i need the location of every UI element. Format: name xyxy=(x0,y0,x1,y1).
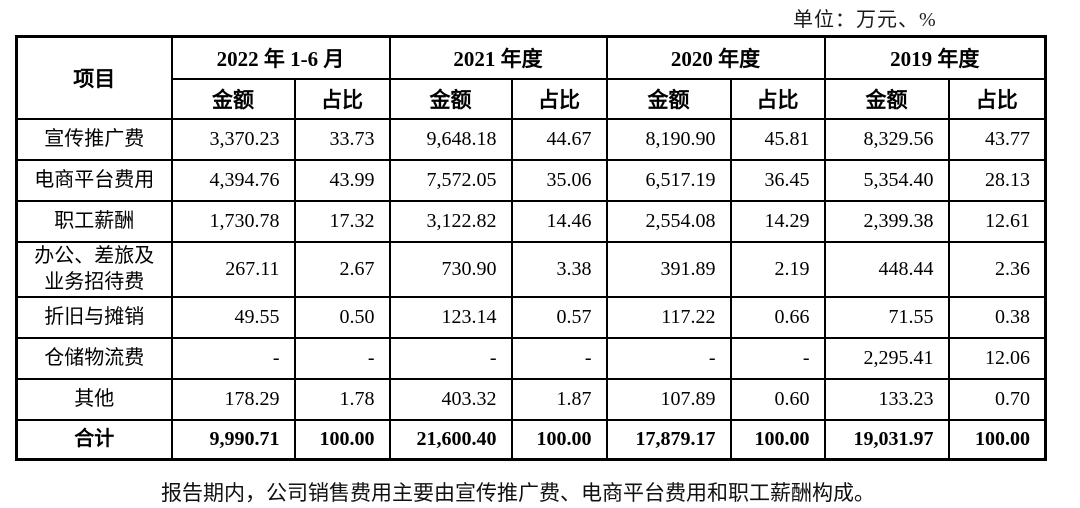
amount-cell: 3,370.23 xyxy=(170,117,296,161)
ratio-cell: - xyxy=(729,336,826,380)
ratio-cell: 100.00 xyxy=(729,418,826,461)
ratio-cell: 12.61 xyxy=(947,199,1047,243)
amount-header: 金额 xyxy=(823,77,950,120)
amount-cell: 107.89 xyxy=(605,377,732,421)
amount-cell: 21,600.40 xyxy=(388,418,513,461)
ratio-cell: 43.99 xyxy=(293,158,391,202)
ratio-header: 占比 xyxy=(729,77,826,120)
total-row: 合计 9,990.71 100.00 21,600.40 100.00 17,8… xyxy=(15,418,1047,461)
unit-label: 单位：万元、% xyxy=(793,9,937,31)
ratio-header: 占比 xyxy=(293,77,391,120)
amount-cell: - xyxy=(170,336,296,380)
amount-cell: 49.55 xyxy=(170,295,296,339)
amount-cell: 730.90 xyxy=(388,240,513,298)
amount-cell: 117.22 xyxy=(605,295,732,339)
item-cell: 电商平台费用 xyxy=(15,158,173,202)
period-header-2020: 2020 年度 xyxy=(605,35,826,80)
amount-cell: - xyxy=(388,336,513,380)
ratio-cell: - xyxy=(293,336,391,380)
amount-cell: 403.32 xyxy=(388,377,513,421)
ratio-cell: 0.38 xyxy=(947,295,1047,339)
amount-cell: 71.55 xyxy=(823,295,950,339)
ratio-cell: 0.70 xyxy=(947,377,1047,421)
amount-cell: 6,517.19 xyxy=(605,158,732,202)
ratio-header: 占比 xyxy=(947,77,1047,120)
period-header-2021: 2021 年度 xyxy=(388,35,608,80)
item-cell: 宣传推广费 xyxy=(15,117,173,161)
item-cell: 办公、差旅及 业务招待费 xyxy=(15,240,173,298)
table-row: 职工薪酬 1,730.78 17.32 3,122.82 14.46 2,554… xyxy=(15,199,1047,243)
ratio-cell: 28.13 xyxy=(947,158,1047,202)
ratio-cell: 0.50 xyxy=(293,295,391,339)
amount-cell: 3,122.82 xyxy=(388,199,513,243)
ratio-cell: - xyxy=(510,336,608,380)
amount-cell: 8,190.90 xyxy=(605,117,732,161)
ratio-cell: 1.78 xyxy=(293,377,391,421)
ratio-cell: 100.00 xyxy=(293,418,391,461)
amount-cell: 133.23 xyxy=(823,377,950,421)
amount-cell: 267.11 xyxy=(170,240,296,298)
table-row: 折旧与摊销 49.55 0.50 123.14 0.57 117.22 0.66… xyxy=(15,295,1047,339)
table-row: 其他 178.29 1.78 403.32 1.87 107.89 0.60 1… xyxy=(15,377,1047,421)
ratio-cell: 17.32 xyxy=(293,199,391,243)
amount-cell: 5,354.40 xyxy=(823,158,950,202)
amount-cell: 9,648.18 xyxy=(388,117,513,161)
ratio-cell: 2.36 xyxy=(947,240,1047,298)
amount-header: 金额 xyxy=(605,77,732,120)
amount-cell: 448.44 xyxy=(823,240,950,298)
ratio-cell: 100.00 xyxy=(947,418,1047,461)
ratio-cell: 43.77 xyxy=(947,117,1047,161)
ratio-cell: 33.73 xyxy=(293,117,391,161)
ratio-cell: 14.29 xyxy=(729,199,826,243)
ratio-cell: 0.60 xyxy=(729,377,826,421)
header-row-periods: 项目 2022 年 1-6 月 2021 年度 2020 年度 2019 年度 xyxy=(15,35,1047,120)
ratio-cell: 45.81 xyxy=(729,117,826,161)
table-row: 电商平台费用 4,394.76 43.99 7,572.05 35.06 6,5… xyxy=(15,158,1047,202)
ratio-cell: 0.57 xyxy=(510,295,608,339)
item-cell: 仓储物流费 xyxy=(15,336,173,380)
ratio-cell: 35.06 xyxy=(510,158,608,202)
item-column-header: 项目 xyxy=(15,35,173,120)
amount-cell: 2,554.08 xyxy=(605,199,732,243)
ratio-cell: 14.46 xyxy=(510,199,608,243)
header-row-measures: 金额 占比 金额 占比 金额 占比 金额 占比 xyxy=(17,77,1047,120)
period-header-2019: 2019 年度 xyxy=(823,35,1047,80)
amount-cell: 123.14 xyxy=(388,295,513,339)
amount-cell: 9,990.71 xyxy=(170,418,296,461)
ratio-cell: 12.06 xyxy=(947,336,1047,380)
ratio-cell: 0.66 xyxy=(729,295,826,339)
amount-cell: 2,399.38 xyxy=(823,199,950,243)
ratio-cell: 44.67 xyxy=(510,117,608,161)
ratio-cell: 3.38 xyxy=(510,240,608,298)
amount-cell: 8,329.56 xyxy=(823,117,950,161)
amount-header: 金额 xyxy=(170,77,296,120)
ratio-cell: 2.67 xyxy=(293,240,391,298)
amount-cell: - xyxy=(605,336,732,380)
item-cell: 职工薪酬 xyxy=(15,199,173,243)
amount-cell: 4,394.76 xyxy=(170,158,296,202)
ratio-cell: 100.00 xyxy=(510,418,608,461)
amount-cell: 391.89 xyxy=(605,240,732,298)
sales-expense-table: 项目 2022 年 1-6 月 2021 年度 2020 年度 2019 年度 … xyxy=(15,35,1047,461)
amount-cell: 1,730.78 xyxy=(170,199,296,243)
item-cell: 合计 xyxy=(15,418,173,461)
period-header-2022: 2022 年 1-6 月 xyxy=(170,35,391,80)
amount-cell: 19,031.97 xyxy=(823,418,950,461)
table-row: 办公、差旅及 业务招待费 267.11 2.67 730.90 3.38 391… xyxy=(15,240,1047,298)
ratio-cell: 2.19 xyxy=(729,240,826,298)
amount-cell: 178.29 xyxy=(170,377,296,421)
ratio-cell: 36.45 xyxy=(729,158,826,202)
amount-cell: 17,879.17 xyxy=(605,418,732,461)
table-row: 宣传推广费 3,370.23 33.73 9,648.18 44.67 8,19… xyxy=(15,117,1047,161)
ratio-cell: 1.87 xyxy=(510,377,608,421)
amount-cell: 2,295.41 xyxy=(823,336,950,380)
item-cell: 折旧与摊销 xyxy=(15,295,173,339)
footnote-text: 报告期内，公司销售费用主要由宣传推广费、电商平台费用和职工薪酬构成。 xyxy=(161,481,875,505)
table-row: 仓储物流费 - - - - - - 2,295.41 12.06 xyxy=(15,336,1047,380)
ratio-header: 占比 xyxy=(510,77,608,120)
item-cell: 其他 xyxy=(15,377,173,421)
amount-header: 金额 xyxy=(388,77,513,120)
amount-cell: 7,572.05 xyxy=(388,158,513,202)
